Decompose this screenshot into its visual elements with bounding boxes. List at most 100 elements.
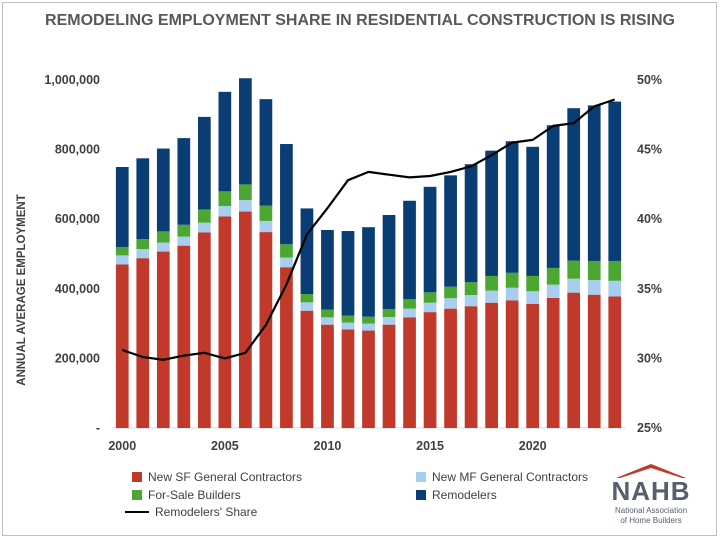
legend-item-remodelers: Remodelers bbox=[416, 488, 497, 502]
x-tick-label: 2005 bbox=[211, 439, 239, 453]
bar-segment-mf bbox=[136, 249, 150, 259]
bar-segment-mf bbox=[362, 323, 375, 331]
x-tick-label: 2000 bbox=[108, 439, 136, 453]
bar-segment-forsale bbox=[382, 308, 396, 317]
bar-segment-forsale bbox=[464, 282, 478, 296]
bar-segment-mf bbox=[280, 257, 293, 268]
bar-segment-forsale bbox=[505, 272, 519, 288]
bar-segment-remodelers bbox=[197, 116, 211, 210]
bar-segment-mf bbox=[485, 290, 498, 303]
x-tick-label: 2015 bbox=[416, 439, 444, 453]
bar-segment-sf bbox=[403, 317, 416, 428]
bar-segment-remodelers bbox=[403, 200, 416, 300]
bar-segment-forsale bbox=[280, 244, 293, 258]
logo-subtitle-line1: National Association bbox=[614, 506, 688, 515]
bar-segment-sf bbox=[259, 232, 273, 428]
bar-segment-forsale bbox=[239, 184, 252, 201]
bar-segment-remodelers bbox=[587, 105, 601, 261]
y2-tick-label: 50% bbox=[637, 73, 662, 87]
legend-swatch-sf bbox=[132, 472, 142, 482]
bar-segment-remodelers bbox=[321, 229, 334, 310]
y2-tick-label: 40% bbox=[637, 212, 662, 226]
logo-word: NAHB bbox=[611, 476, 691, 506]
y2-tick-label: 30% bbox=[637, 351, 662, 365]
bar-segment-mf bbox=[423, 302, 437, 313]
bar-segment-remodelers bbox=[382, 215, 396, 309]
bar-segment-mf bbox=[300, 302, 314, 311]
legend-item-mf: New MF General Contractors bbox=[416, 470, 588, 484]
bar-segment-mf bbox=[444, 298, 457, 309]
bar-segment-mf bbox=[526, 291, 540, 304]
bar-segment-mf bbox=[341, 322, 355, 330]
bar-segment-remodelers bbox=[341, 231, 355, 316]
bar-segment-mf bbox=[587, 280, 601, 295]
bar-segment-sf bbox=[177, 245, 191, 428]
legend-swatch-remodelers bbox=[416, 490, 426, 500]
bar-segment-sf bbox=[341, 329, 355, 428]
bar-segment-remodelers bbox=[300, 208, 314, 295]
bar-segment-forsale bbox=[444, 286, 457, 299]
bar-segment-mf bbox=[403, 308, 416, 318]
legend-label-mf: New MF General Contractors bbox=[432, 470, 589, 484]
y-tick-label: 200,000 bbox=[55, 351, 100, 365]
bar-segment-forsale bbox=[608, 260, 622, 281]
bar-segment-sf bbox=[567, 292, 581, 428]
y-tick-label: 400,000 bbox=[55, 282, 100, 296]
bar-segment-forsale bbox=[156, 231, 170, 243]
bar-segment-sf bbox=[485, 302, 498, 428]
bar-segment-forsale bbox=[259, 205, 273, 221]
bar-segment-sf bbox=[526, 303, 540, 428]
bar-segment-remodelers bbox=[485, 150, 498, 276]
bar-segment-remodelers bbox=[464, 164, 478, 283]
remodelers-share-line bbox=[121, 98, 616, 361]
bar-segment-forsale bbox=[485, 275, 498, 291]
bar-segment-forsale bbox=[197, 209, 211, 223]
bar-segment-mf bbox=[464, 295, 478, 307]
bar-segment-forsale bbox=[567, 260, 581, 279]
legend-label-sf: New SF General Contractors bbox=[148, 470, 303, 484]
bar-segment-forsale bbox=[362, 316, 375, 324]
bar-segment-sf bbox=[423, 312, 437, 428]
bar-segment-mf bbox=[115, 255, 129, 265]
bar-segment-forsale bbox=[587, 260, 601, 281]
bar-segment-remodelers bbox=[177, 138, 191, 225]
house-roof-icon bbox=[616, 464, 686, 478]
bar-segment-forsale bbox=[526, 275, 540, 292]
y2-tick-label: 35% bbox=[637, 282, 662, 296]
bar-segment-forsale bbox=[321, 309, 334, 318]
bar-segment-remodelers bbox=[239, 78, 252, 185]
x-tick-label: 2010 bbox=[314, 439, 342, 453]
bar-segment-sf bbox=[505, 300, 519, 428]
bar-segment-remodelers bbox=[423, 186, 437, 293]
chart-title: REMODELING EMPLOYMENT SHARE IN RESIDENTI… bbox=[45, 12, 675, 29]
bar-segment-sf bbox=[280, 267, 293, 428]
bar-segment-remodelers bbox=[280, 144, 293, 245]
bar-segment-sf bbox=[218, 216, 232, 428]
bar-segment-remodelers bbox=[136, 158, 150, 240]
x-tick-label: 2020 bbox=[519, 439, 547, 453]
y2-tick-label: 25% bbox=[637, 421, 662, 435]
bar-segment-remodelers bbox=[505, 141, 519, 273]
legend-item-share: Remodelers' Share bbox=[125, 505, 257, 519]
bar-segment-forsale bbox=[423, 292, 437, 303]
bar-segment-remodelers bbox=[362, 227, 375, 317]
y-tick-label: 600,000 bbox=[55, 212, 100, 226]
legend-label-remodelers: Remodelers bbox=[432, 488, 497, 502]
bar-segment-mf bbox=[321, 317, 334, 325]
bar-segment-remodelers bbox=[156, 148, 170, 232]
logo-subtitle: National Association of Home Builders bbox=[596, 506, 706, 526]
bar-segment-remodelers bbox=[567, 108, 581, 261]
bar-segment-sf bbox=[197, 232, 211, 428]
bar-segment-mf bbox=[177, 236, 191, 246]
bar-segment-remodelers bbox=[444, 175, 457, 287]
bar-segment-mf bbox=[546, 284, 560, 298]
logo-subtitle-line2: of Home Builders bbox=[620, 516, 682, 525]
y-tick-label: - bbox=[96, 421, 100, 435]
bar-segment-remodelers bbox=[218, 91, 232, 192]
bar-segment-remodelers bbox=[259, 99, 273, 206]
bar-segment-forsale bbox=[136, 239, 150, 250]
bar-segment-sf bbox=[587, 294, 601, 428]
bar-segment-sf bbox=[444, 308, 457, 428]
bar-segment-mf bbox=[382, 316, 396, 325]
